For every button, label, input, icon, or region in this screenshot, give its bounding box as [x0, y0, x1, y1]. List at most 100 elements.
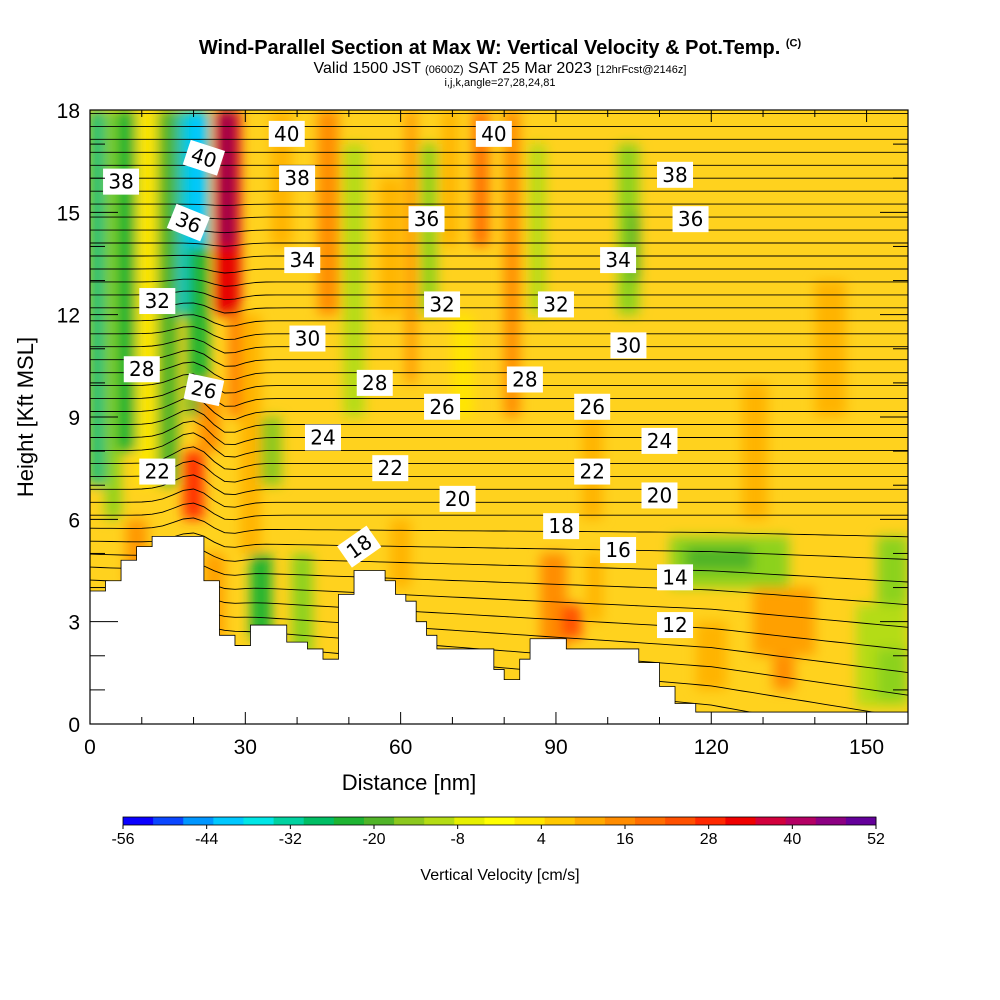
theta-label-box: [610, 332, 647, 359]
theta-contour: [90, 460, 908, 483]
y-axis-title: Height [Kft MSL]: [13, 337, 38, 497]
field-blob: [773, 655, 795, 690]
field-blob: [405, 110, 417, 383]
theta-label-box: [657, 564, 694, 591]
theta-label-box: [657, 161, 694, 188]
theta-contour: [90, 592, 908, 651]
y-tick-label: 18: [57, 100, 80, 123]
theta-label-box: [672, 206, 709, 233]
colorbar-swatch: [273, 817, 305, 825]
x-axis-title: Distance [nm]: [342, 770, 477, 795]
theta-label-box: [183, 373, 225, 407]
field-blob: [291, 553, 313, 656]
theta-label-text: 16: [605, 538, 630, 562]
theta-label: 28: [123, 356, 160, 383]
colorbar-swatch: [695, 817, 726, 825]
theta-contour: [90, 190, 908, 193]
x-tick-label: 90: [544, 736, 567, 759]
theta-label-box: [279, 165, 316, 192]
theta-label-box: [304, 424, 341, 451]
field-blob: [343, 144, 365, 417]
field-blob: [587, 553, 603, 622]
theta-label-text: 28: [512, 367, 537, 391]
colorbar-swatch: [544, 817, 576, 825]
theta-label-box: [123, 356, 160, 383]
theta-contour: [90, 266, 908, 274]
theta-label: 12: [657, 612, 694, 639]
colorbar-title: Vertical Velocity [cm/s]: [420, 867, 579, 884]
theta-label: 24: [641, 427, 678, 454]
subtitle-zulu: (0600Z): [425, 64, 464, 76]
theta-contour: [90, 577, 908, 628]
colorbar-swatch: [635, 817, 666, 825]
theta-label-text: 32: [429, 292, 454, 316]
theta-label: 22: [574, 458, 611, 485]
theta-contour: [90, 517, 908, 538]
colorbar-swatch: [213, 817, 244, 825]
theta-label: 38: [103, 168, 140, 195]
theta-label-text: 38: [284, 166, 309, 190]
theta-label-text: 32: [543, 292, 568, 316]
theta-label-box: [641, 427, 678, 454]
theta-label-box: [289, 325, 326, 352]
colorbar-tick-label: -8: [451, 831, 465, 848]
theta-label-text: 32: [145, 289, 170, 313]
theta-contour: [90, 216, 908, 220]
field-blob: [379, 178, 401, 315]
theta-contour: [90, 254, 908, 261]
field-blob: [876, 648, 908, 701]
theta-contour: [90, 408, 908, 433]
terrain-polygon: [90, 535, 908, 724]
field-blob: [561, 604, 582, 639]
colorbar-tick-label: -44: [195, 831, 218, 848]
theta-label-box: [166, 203, 210, 242]
theta-label-box: [103, 168, 140, 195]
theta-label-text: 22: [579, 460, 604, 484]
field-blob: [628, 212, 639, 281]
theta-label-text: 40: [481, 122, 506, 146]
colorbar-swatch: [153, 817, 184, 825]
theta-label-text: 40: [274, 122, 299, 146]
x-tick-label: 30: [234, 736, 257, 759]
theta-label-box: [574, 458, 611, 485]
theta-label-text: 38: [662, 163, 687, 187]
theta-label-text: 30: [295, 327, 320, 351]
theta-contour: [90, 349, 908, 367]
theta-label: 28: [506, 366, 543, 393]
theta-label-text: 22: [378, 456, 403, 480]
theta-label: 32: [424, 291, 461, 318]
theta-contour: [90, 488, 908, 508]
title-tag: (C): [785, 37, 802, 50]
field-blob: [115, 110, 137, 452]
theta-contour: [90, 605, 908, 674]
theta-label: 30: [610, 332, 647, 359]
colorbar-tick-label: -32: [279, 831, 302, 848]
theta-label-box: [139, 458, 176, 485]
potential-temperature-contours: [90, 112, 908, 724]
theta-contour: [90, 385, 908, 407]
theta-label-text: 14: [662, 565, 687, 589]
colorbar-swatch: [785, 817, 817, 825]
theta-label: 40: [182, 139, 226, 176]
theta-label-box: [641, 482, 678, 509]
colorbar-tick-label: 16: [616, 831, 634, 848]
theta-label-text: 24: [647, 429, 672, 453]
colorbar-swatch: [183, 817, 214, 825]
theta-label: 40: [475, 120, 512, 147]
subtitle-forecast: [12hrFcst@2146z]: [596, 64, 687, 76]
field-blob: [530, 144, 546, 315]
theta-label-box: [284, 247, 321, 274]
theta-label-box: [574, 393, 611, 420]
colorbar-tick-label: 28: [700, 831, 718, 848]
y-tick-label: 3: [68, 612, 80, 635]
colorbar-swatch: [303, 817, 335, 825]
theta-contour: [90, 618, 908, 696]
theta-label: 28: [356, 369, 393, 396]
colorbar-swatch: [454, 817, 485, 825]
theta-label-text: 26: [579, 395, 604, 419]
terrain-mask: [90, 535, 908, 724]
colorbar-swatch: [243, 817, 275, 825]
field-blob: [260, 417, 282, 486]
